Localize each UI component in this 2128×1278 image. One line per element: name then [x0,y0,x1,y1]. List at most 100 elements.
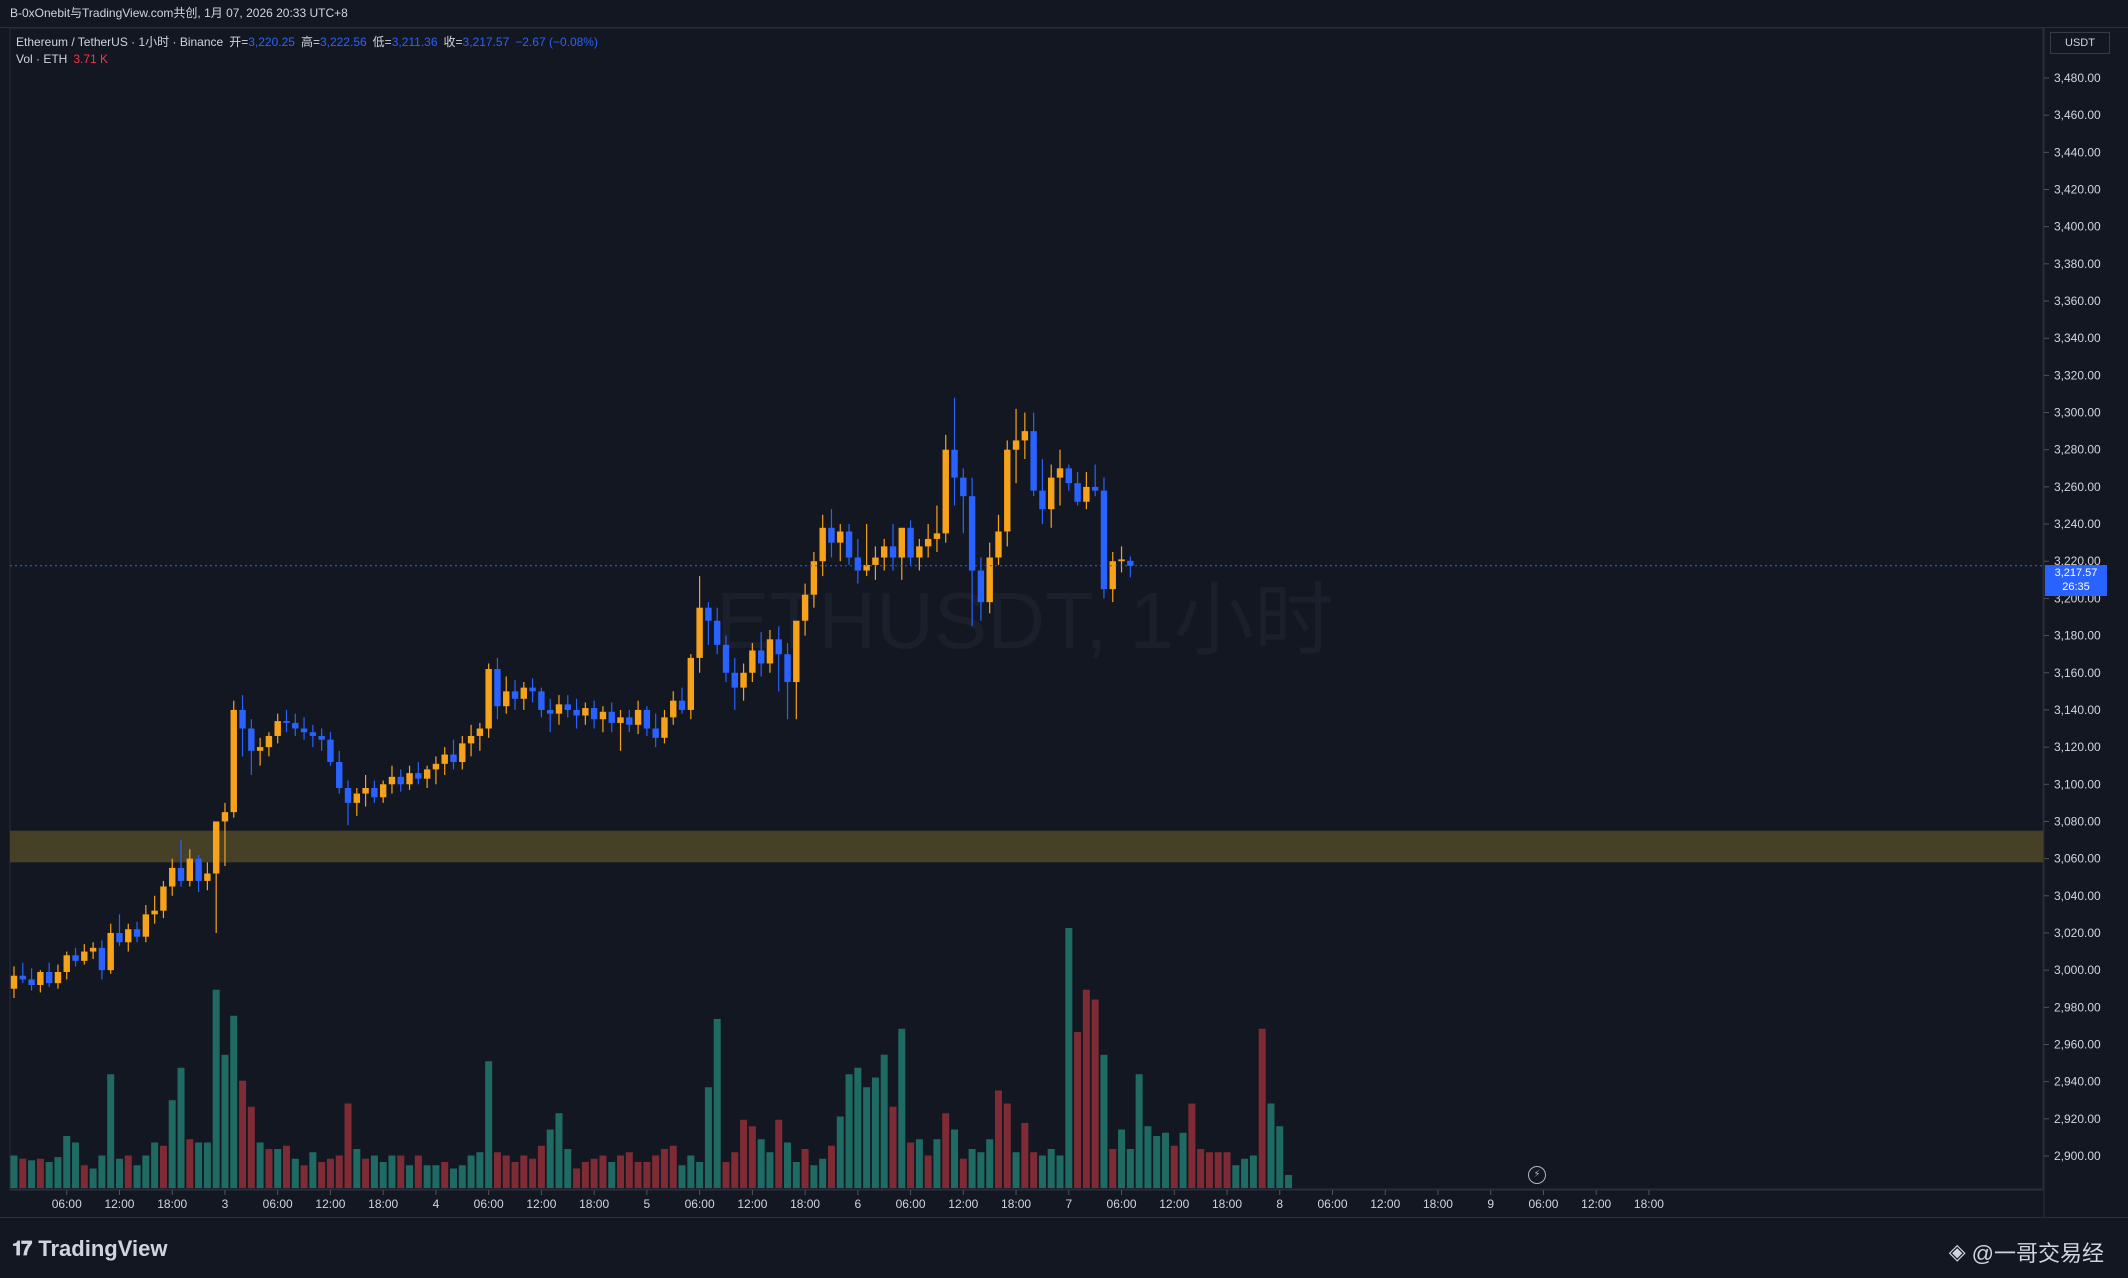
candle-body [1109,561,1116,590]
candle-body [511,691,519,699]
candle-body [986,557,993,603]
price-tick-label: 3,380.00 [2054,257,2101,271]
volume-bar [669,1145,677,1188]
price-tick-label: 3,480.00 [2054,71,2101,85]
volume-bar [511,1162,519,1188]
candle-body [784,654,791,683]
candle-body [10,975,18,989]
volume-bar [10,1155,18,1188]
time-tick-label: 18:00 [790,1197,820,1211]
candle-body [177,867,185,881]
candle-body [1056,468,1064,478]
volume-bar [195,1142,203,1188]
volume-bar [89,1168,97,1188]
candle-body [881,546,888,558]
price-tick-label: 3,220.00 [2054,554,2101,568]
volume-bar [168,1100,176,1188]
price-tick-label: 3,020.00 [2054,926,2101,940]
volume-bar [54,1157,62,1188]
plot-frame [9,28,2044,1190]
volume-bar [159,1145,167,1188]
candle-body [520,687,528,699]
price-tick-label: 3,360.00 [2054,294,2101,308]
price-tick-label: 3,340.00 [2054,331,2101,345]
time-tick-label: 12:00 [1581,1197,1611,1211]
candle-body [573,709,580,716]
volume-bar [1285,1175,1293,1188]
volume-bar [1258,1028,1266,1188]
volume-bar [863,1087,871,1188]
candle-body [546,709,554,714]
volume-bar [573,1168,581,1188]
volume-bar [784,1142,792,1188]
volume-bar [827,1145,835,1188]
last-price-tag: 3,217.57 26:35 [2045,565,2107,596]
legend-vol-value: 3.71 K [73,52,109,66]
candle-body [995,531,1002,558]
candle-body [661,717,668,738]
price-tick-label: 2,940.00 [2054,1075,2101,1089]
volume-bar [845,1074,853,1188]
price-tick-label: 3,140.00 [2054,703,2101,717]
price-tick-label: 3,260.00 [2054,480,2101,494]
legend-volume-row: Vol · ETH 3.71 K [16,51,598,68]
currency-selector[interactable]: USDT [2050,32,2110,54]
volume-bar [282,1145,290,1188]
volume-bar [142,1155,150,1188]
candle-body [924,538,932,547]
time-tick-label: 12:00 [1159,1197,1189,1211]
legend-high: 高=3,222.56 [300,35,367,49]
candle-body [371,787,378,798]
volume-bar [239,1080,247,1188]
chart-legend: Ethereum / TetherUS · 1小时 · Binance 开=3,… [16,34,598,68]
candle-body [494,669,501,707]
time-tick-label: 12:00 [948,1197,978,1211]
time-tick-label: 06:00 [1107,1197,1137,1211]
volume-bar [177,1067,185,1188]
candle-body [889,546,897,558]
candle-body [81,951,88,961]
volume-bar [230,1015,238,1188]
candle-body [1091,486,1099,491]
volume-bar [1161,1132,1169,1188]
time-tick-label: 6 [854,1197,861,1211]
candle-body [590,708,598,720]
volume-bar [1047,1149,1055,1188]
candle-body [643,709,651,729]
volume-bar [986,1139,994,1188]
candle-body [485,669,492,729]
candle-body [274,721,281,736]
volume-bar [757,1139,765,1188]
support-zone [10,830,2043,863]
volume-bar [1021,1123,1029,1188]
volume-bar [959,1158,967,1188]
candle-body [125,929,132,943]
candle-body [872,557,879,565]
volume-bar [1205,1152,1213,1188]
candle-body [397,776,404,785]
volume-bar [186,1139,194,1188]
price-tick-label: 2,960.00 [2054,1037,2101,1051]
lightning-icon[interactable]: ⚡ [1528,1166,1546,1184]
volume-bar [291,1158,299,1188]
volume-bar [617,1155,625,1188]
volume-bar [537,1145,545,1188]
candle-body [432,763,440,770]
volume-bar [1267,1103,1275,1188]
chart-canvas[interactable]: ETHUSDT, 1小时 3,480.00 3,460.00 3,440.00 3,42… [0,28,2128,1217]
price-tick-label: 3,400.00 [2054,220,2101,234]
price-tick-label: 3,000.00 [2054,963,2101,977]
time-tick-label: 9 [1487,1197,1494,1211]
candle-body [230,709,237,813]
tradingview-logo[interactable]: 𝟏𝟕 TradingView [12,1236,167,1262]
candle-body [819,527,826,562]
time-tick-label: 18:00 [157,1197,187,1211]
volume-bar [608,1162,616,1188]
candle-body [845,531,853,558]
price-tick-label: 3,160.00 [2054,666,2101,680]
candle-body [204,873,211,881]
volume-bar [1056,1155,1064,1188]
publish-header: B-0xOnebit与TradingView.com共创, 1月 07, 202… [0,0,2128,28]
price-tick-label: 3,040.00 [2054,889,2101,903]
volume-bar [300,1165,308,1188]
